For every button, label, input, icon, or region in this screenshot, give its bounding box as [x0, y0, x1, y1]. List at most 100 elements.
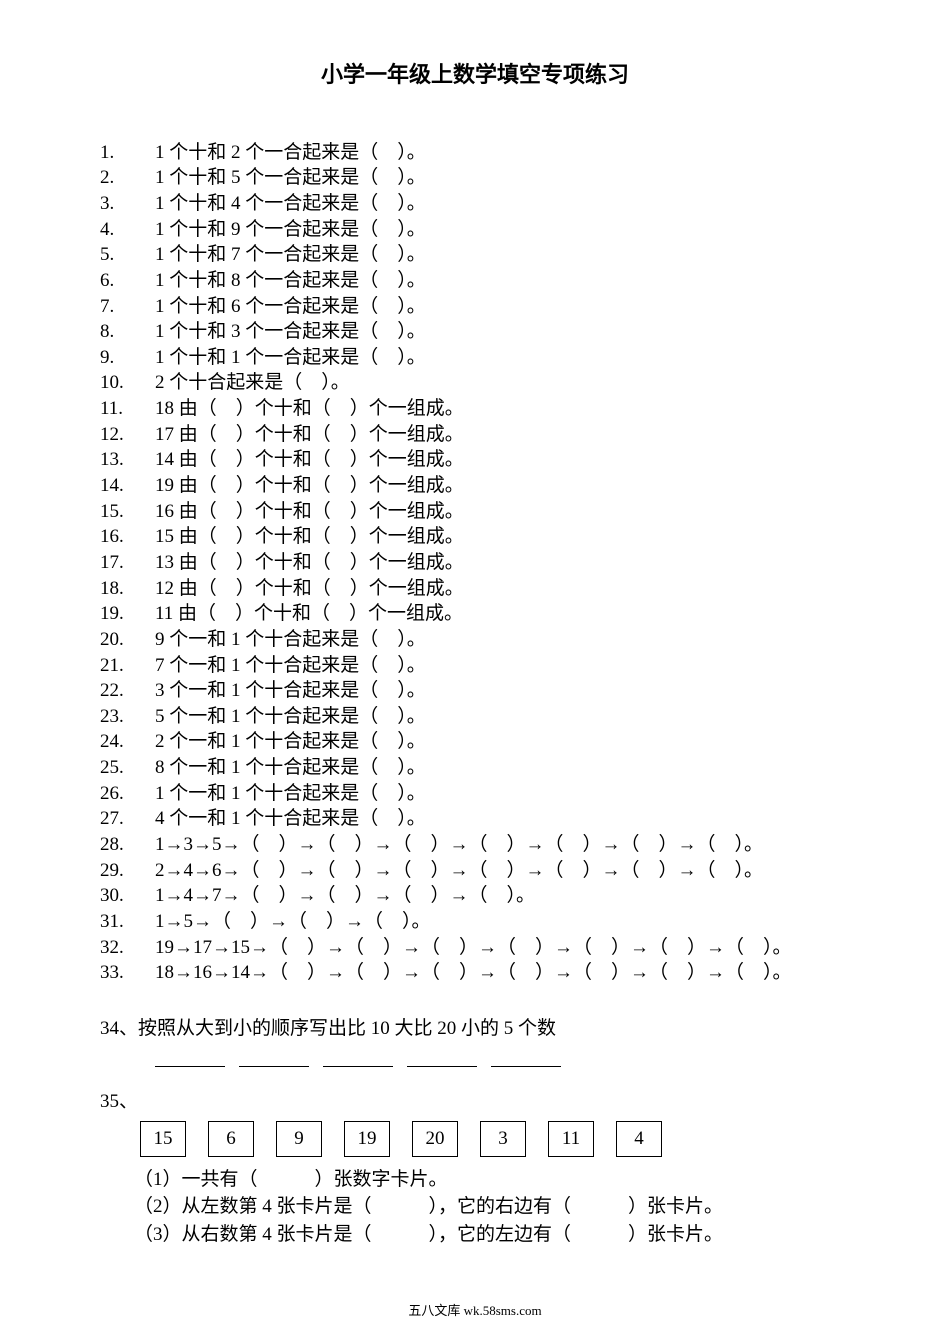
- question-number: 10.: [100, 370, 155, 396]
- question-item: 4. 1 个十和 9 个一合起来是（ ）。: [100, 217, 850, 243]
- number-card: 3: [480, 1121, 526, 1157]
- question-number: 29.: [100, 858, 155, 884]
- question-number: 6.: [100, 268, 155, 294]
- question-number: 24.: [100, 729, 155, 755]
- question-item: 19.11 由（ ）个十和（ ）个一组成。: [100, 601, 850, 627]
- question-number: 20.: [100, 627, 155, 653]
- number-card: 15: [140, 1121, 186, 1157]
- question-text: 1 个十和 5 个一合起来是（ ）。: [155, 165, 850, 191]
- question-number: 28.: [100, 832, 155, 858]
- question-item: 14.19 由（ ）个十和（ ）个一组成。: [100, 473, 850, 499]
- question-text: 19→17→15→（ ）→（ ）→（ ）→（ ）→（ ）→（ ）→（ ）。: [155, 935, 850, 961]
- question-item: 9. 1 个十和 1 个一合起来是（ ）。: [100, 345, 850, 371]
- question-number: 3.: [100, 191, 155, 217]
- question-item: 28.1→3→5→（ ）→（ ）→（ ）→（ ）→（ ）→（ ）→（ ）。: [100, 832, 850, 858]
- question-item: 3. 1 个十和 4 个一合起来是（ ）。: [100, 191, 850, 217]
- question-item: 32.19→17→15→（ ）→（ ）→（ ）→（ ）→（ ）→（ ）→（ ）。: [100, 935, 850, 961]
- number-card: 20: [412, 1121, 458, 1157]
- question-item: 30.1→4→7→（ ）→（ ）→（ ）→（ ）。: [100, 883, 850, 909]
- question-item: 10. 2 个十合起来是（ ）。: [100, 370, 850, 396]
- question-text: 1 个十和 6 个一合起来是（ ）。: [155, 294, 850, 320]
- answer-blank: [155, 1045, 225, 1067]
- question-text: 3 个一和 1 个十合起来是（ ）。: [155, 678, 850, 704]
- question-35: 35、: [100, 1089, 850, 1115]
- question-text: 4 个一和 1 个十合起来是（ ）。: [155, 806, 850, 832]
- question-number: 31.: [100, 909, 155, 935]
- question-number: 11.: [100, 396, 155, 422]
- question-text: 13 由（ ）个十和（ ）个一组成。: [155, 550, 850, 576]
- question-item: 13.14 由（ ）个十和（ ）个一组成。: [100, 447, 850, 473]
- question-number: 22.: [100, 678, 155, 704]
- question-item: 5. 1 个十和 7 个一合起来是（ ）。: [100, 242, 850, 268]
- question-number: 17.: [100, 550, 155, 576]
- answer-blank: [239, 1045, 309, 1067]
- question-item: 33.18→16→14→（ ）→（ ）→（ ）→（ ）→（ ）→（ ）→（ ）。: [100, 960, 850, 986]
- question-item: 25.8 个一和 1 个十合起来是（ ）。: [100, 755, 850, 781]
- question-text: 2 个十合起来是（ ）。: [155, 370, 850, 396]
- question-text: 2→4→6→（ ）→（ ）→（ ）→（ ）→（ ）→（ ）→（ ）。: [155, 858, 850, 884]
- question-number: 21.: [100, 653, 155, 679]
- question-text: 7 个一和 1 个十合起来是（ ）。: [155, 653, 850, 679]
- question-text: 18 由（ ）个十和（ ）个一组成。: [155, 396, 850, 422]
- question-text: 1 个十和 9 个一合起来是（ ）。: [155, 217, 850, 243]
- question-text: 1 个十和 3 个一合起来是（ ）。: [155, 319, 850, 345]
- question-number: 16.: [100, 524, 155, 550]
- q35-sub1: （1）一共有（ ）张数字卡片。: [134, 1167, 850, 1193]
- question-number: 2.: [100, 165, 155, 191]
- question-text: 2 个一和 1 个十合起来是（ ）。: [155, 729, 850, 755]
- question-number: 27.: [100, 806, 155, 832]
- question-text: 5 个一和 1 个十合起来是（ ）。: [155, 704, 850, 730]
- q34-blanks: [155, 1045, 850, 1075]
- number-card: 6: [208, 1121, 254, 1157]
- question-number: 32.: [100, 935, 155, 961]
- answer-blank: [323, 1045, 393, 1067]
- question-number: 18.: [100, 576, 155, 602]
- question-item: 17.13 由（ ）个十和（ ）个一组成。: [100, 550, 850, 576]
- q35-label: 35、: [100, 1089, 138, 1115]
- question-item: 21.7 个一和 1 个十合起来是（ ）。: [100, 653, 850, 679]
- question-text: 1→4→7→（ ）→（ ）→（ ）→（ ）。: [155, 883, 850, 909]
- question-item: 27.4 个一和 1 个十合起来是（ ）。: [100, 806, 850, 832]
- question-item: 29.2→4→6→（ ）→（ ）→（ ）→（ ）→（ ）→（ ）→（ ）。: [100, 858, 850, 884]
- question-text: 17 由（ ）个十和（ ）个一组成。: [155, 422, 850, 448]
- question-item: 23.5 个一和 1 个十合起来是（ ）。: [100, 704, 850, 730]
- number-card: 19: [344, 1121, 390, 1157]
- q34-label: 34、: [100, 1016, 138, 1042]
- question-34: 34、 按照从大到小的顺序写出比 10 大比 20 小的 5 个数: [100, 1016, 850, 1042]
- question-item: 20.9 个一和 1 个十合起来是（ ）。: [100, 627, 850, 653]
- question-number: 19.: [100, 601, 155, 627]
- worksheet-page: 小学一年级上数学填空专项练习 1. 1 个十和 2 个一合起来是（ ）。2. 1…: [0, 0, 950, 1344]
- question-item: 11.18 由（ ）个十和（ ）个一组成。: [100, 396, 850, 422]
- question-number: 13.: [100, 447, 155, 473]
- question-text: 11 由（ ）个十和（ ）个一组成。: [155, 601, 850, 627]
- question-number: 30.: [100, 883, 155, 909]
- question-text: 14 由（ ）个十和（ ）个一组成。: [155, 447, 850, 473]
- question-text: 9 个一和 1 个十合起来是（ ）。: [155, 627, 850, 653]
- question-number: 14.: [100, 473, 155, 499]
- question-text: 1→5→（ ）→（ ）→（ ）。: [155, 909, 850, 935]
- question-number: 33.: [100, 960, 155, 986]
- question-item: 6. 1 个十和 8 个一合起来是（ ）。: [100, 268, 850, 294]
- question-item: 8. 1 个十和 3 个一合起来是（ ）。: [100, 319, 850, 345]
- question-number: 5.: [100, 242, 155, 268]
- question-item: 12.17 由（ ）个十和（ ）个一组成。: [100, 422, 850, 448]
- question-number: 23.: [100, 704, 155, 730]
- question-item: 31.1→5→（ ）→（ ）→（ ）。: [100, 909, 850, 935]
- answer-blank: [491, 1045, 561, 1067]
- question-item: 16.15 由（ ）个十和（ ）个一组成。: [100, 524, 850, 550]
- answer-blank: [407, 1045, 477, 1067]
- question-number: 8.: [100, 319, 155, 345]
- question-text: 1 个十和 1 个一合起来是（ ）。: [155, 345, 850, 371]
- question-item: 18.12 由（ ）个十和（ ）个一组成。: [100, 576, 850, 602]
- question-number: 15.: [100, 499, 155, 525]
- question-number: 12.: [100, 422, 155, 448]
- question-number: 4.: [100, 217, 155, 243]
- question-text: 19 由（ ）个十和（ ）个一组成。: [155, 473, 850, 499]
- extra-questions: 34、 按照从大到小的顺序写出比 10 大比 20 小的 5 个数 35、 15…: [100, 1016, 850, 1248]
- question-text: 8 个一和 1 个十合起来是（ ）。: [155, 755, 850, 781]
- page-footer: 五八文库 wk.58sms.com: [100, 1302, 850, 1320]
- question-text: 1 个十和 8 个一合起来是（ ）。: [155, 268, 850, 294]
- question-text: 15 由（ ）个十和（ ）个一组成。: [155, 524, 850, 550]
- question-text: 1 个十和 4 个一合起来是（ ）。: [155, 191, 850, 217]
- question-text: 1 个十和 7 个一合起来是（ ）。: [155, 242, 850, 268]
